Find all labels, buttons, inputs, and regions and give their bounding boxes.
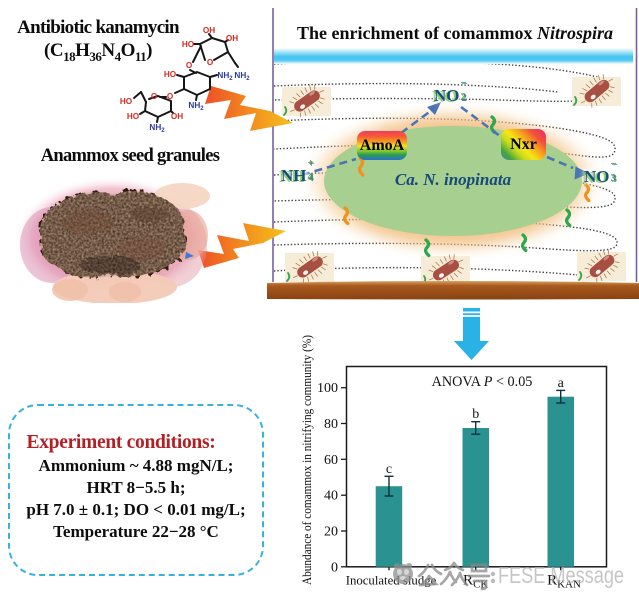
svg-text:NH2: NH2 xyxy=(188,101,204,112)
svg-text:HO: HO xyxy=(182,40,195,49)
svg-text:40: 40 xyxy=(324,489,338,504)
svg-text:O: O xyxy=(207,58,214,67)
svg-text:a: a xyxy=(558,376,565,391)
svg-text:80: 80 xyxy=(324,417,338,432)
svg-text:HO: HO xyxy=(127,112,140,121)
svg-text:OH: OH xyxy=(171,112,183,121)
svg-text:FESE Message: FESE Message xyxy=(498,562,624,588)
svg-text:Abundance of comammox in nitri: Abundance of comammox in nitrifying comm… xyxy=(300,335,314,585)
svg-text:ANOVA P < 0.05: ANOVA P < 0.05 xyxy=(432,374,533,390)
svg-text:OH: OH xyxy=(203,26,215,35)
svg-text:HO: HO xyxy=(120,97,133,106)
svg-text:O: O xyxy=(151,92,158,101)
svg-text:OH: OH xyxy=(226,34,238,43)
svg-text:c: c xyxy=(386,462,392,477)
svg-text:NH2: NH2 xyxy=(217,71,233,82)
svg-text:NH2: NH2 xyxy=(149,123,165,134)
svg-text:60: 60 xyxy=(324,453,338,468)
svg-text:O: O xyxy=(167,92,174,101)
svg-text:Inoculated sludge: Inoculated sludge xyxy=(346,574,437,588)
svg-text:100: 100 xyxy=(317,381,338,396)
svg-text:b: b xyxy=(472,407,479,422)
svg-text:NH2: NH2 xyxy=(234,71,250,82)
svg-text:O: O xyxy=(186,61,193,70)
svg-text:HO: HO xyxy=(164,70,177,79)
svg-text:20: 20 xyxy=(324,525,338,540)
svg-text:0: 0 xyxy=(331,560,338,575)
